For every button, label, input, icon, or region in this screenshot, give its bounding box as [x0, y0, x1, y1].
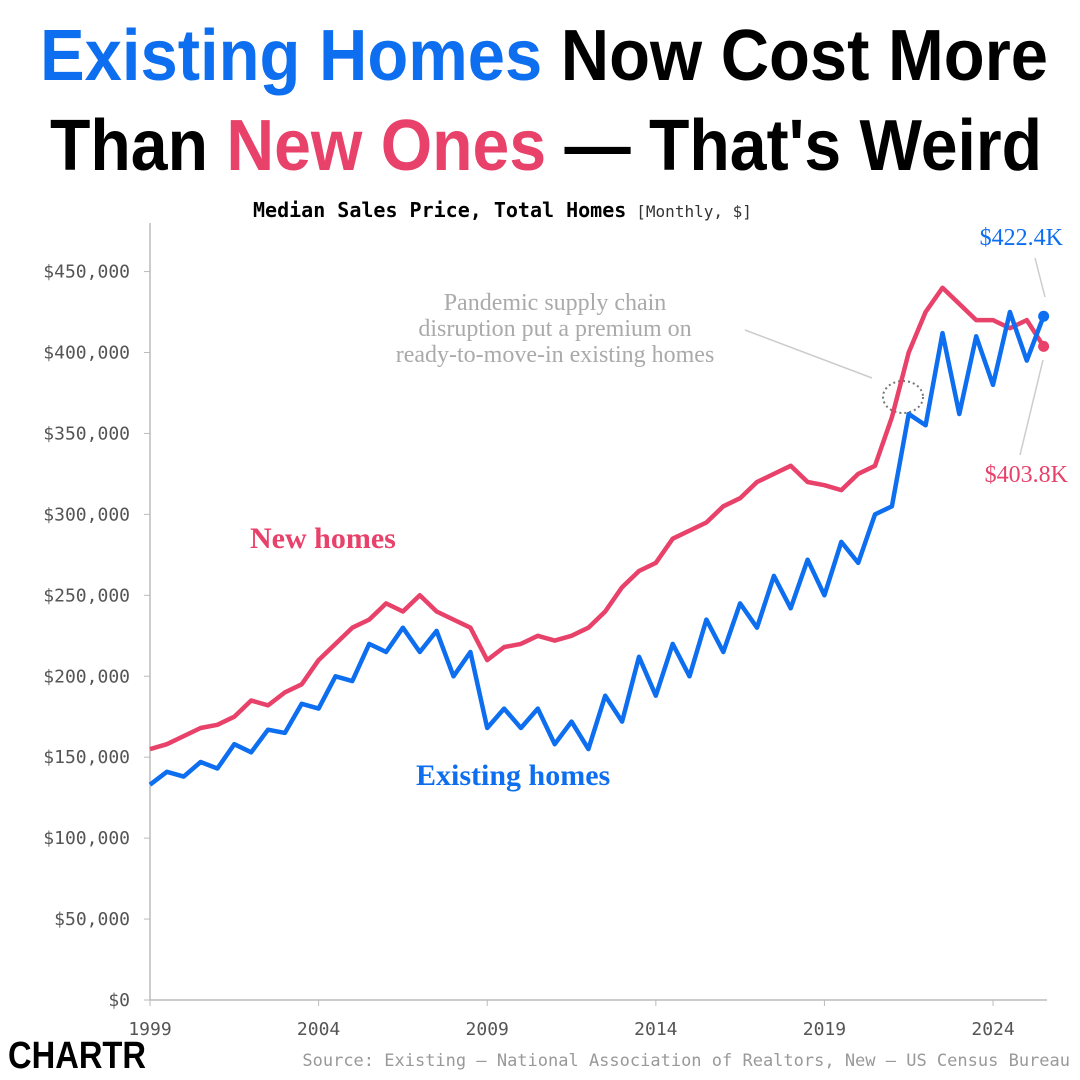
title-part: New Ones [226, 106, 546, 186]
subtitle-note: [Monthly, $] [636, 202, 752, 221]
y-tick-label: $0 [108, 990, 130, 1011]
title-part: Than [50, 106, 226, 186]
title-part: Now Cost More [542, 16, 1048, 96]
end-dot [1038, 340, 1050, 352]
subtitle: Median Sales Price, Total Homes [Monthly,… [253, 198, 752, 222]
series-label: Existing homes [416, 759, 610, 792]
x-tick-label: 2004 [297, 1019, 340, 1040]
label-arrow [1034, 257, 1046, 298]
x-tick-label: 2019 [803, 1019, 846, 1040]
y-tick-label: $50,000 [54, 909, 130, 930]
end-label: $403.8K [985, 462, 1069, 488]
title-part: — That's Weird [546, 106, 1042, 186]
x-tick-label: 1999 [128, 1019, 171, 1040]
y-tick-label: $350,000 [43, 423, 130, 444]
label-arrow [1019, 359, 1044, 456]
annotation-arrow [744, 329, 873, 379]
title-line-2: Than New Ones — That's Weird [50, 106, 1042, 186]
title-part: Existing Homes [40, 16, 542, 96]
y-tick-label: $100,000 [43, 828, 130, 849]
x-tick-label: 2024 [971, 1019, 1014, 1040]
y-tick-label: $150,000 [43, 747, 130, 768]
x-tick-label: 2009 [466, 1019, 509, 1040]
y-tick-label: $400,000 [43, 343, 130, 364]
title-line-1: Existing Homes Now Cost More [40, 16, 1048, 96]
annotation: Pandemic supply chain [444, 290, 667, 316]
end-label: $422.4K [980, 225, 1064, 251]
series-line [148, 309, 1046, 787]
y-tick-label: $450,000 [43, 262, 130, 283]
y-tick-label: $250,000 [43, 585, 130, 606]
end-dot [1038, 310, 1050, 322]
subtitle-text: Median Sales Price, Total Homes [253, 198, 626, 222]
annotation: disruption put a premium on [418, 316, 691, 342]
y-tick-label: $300,000 [43, 504, 130, 525]
annotation: ready-to-move-in existing homes [396, 342, 715, 368]
series-label: New homes [250, 522, 396, 555]
x-tick-label: 2014 [634, 1019, 677, 1040]
source: Source: Existing — National Association … [302, 1051, 1070, 1071]
y-tick-label: $200,000 [43, 666, 130, 687]
series-line [149, 285, 1046, 752]
logo: CHARTR [8, 1035, 146, 1077]
highlight-circle [882, 380, 924, 414]
